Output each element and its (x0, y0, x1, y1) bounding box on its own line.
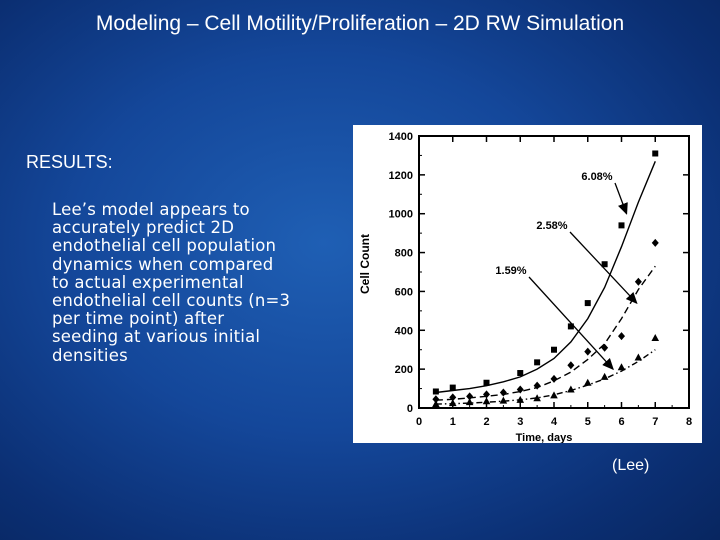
results-heading: RESULTS: (26, 152, 113, 172)
body-line: dynamics when compared (52, 254, 274, 274)
data-point-triangle (499, 396, 508, 404)
data-point-square (551, 346, 557, 353)
data-point-triangle (583, 378, 592, 386)
data-point-diamond (466, 392, 474, 401)
y-tick-label: 800 (395, 248, 413, 260)
x-tick-label: 6 (618, 416, 624, 428)
data-point-square (432, 388, 439, 395)
data-point-diamond (550, 374, 558, 383)
series-curve-1 (435, 265, 656, 401)
data-point-diamond (651, 238, 659, 247)
data-point-triangle (432, 400, 440, 408)
data-point-triangle (465, 398, 474, 406)
y-axis-label: Cell Count (358, 234, 372, 294)
x-tick-label: 3 (517, 416, 523, 428)
data-point-triangle (550, 391, 558, 399)
y-tick-label: 1200 (389, 170, 413, 182)
data-point-triangle (482, 397, 491, 405)
data-point-diamond (432, 395, 440, 404)
body-line: Lee’s model appears to (52, 200, 250, 219)
body-line: endothelial cell counts (n=3 (52, 291, 291, 311)
y-tick-label: 1000 (389, 209, 413, 221)
data-point-square (517, 370, 524, 377)
x-tick-label: 1 (450, 416, 456, 428)
x-tick-label: 0 (416, 416, 422, 428)
body-line: endothelial cell population (52, 236, 277, 256)
results-body: Lee’s model appears to accurately predic… (52, 200, 352, 365)
annotation-label: 6.08% (581, 171, 612, 183)
y-tick-label: 600 (395, 286, 413, 298)
data-point-triangle (634, 353, 643, 361)
data-point-triangle (533, 394, 541, 402)
body-line: seeding at various initial (52, 327, 261, 347)
body-line: accurately predict 2D (52, 218, 235, 238)
data-point-triangle (617, 363, 626, 371)
data-point-diamond (533, 381, 541, 390)
x-tick-label: 7 (652, 416, 658, 428)
data-point-square (534, 359, 541, 366)
body-line: to actual experimental (52, 272, 244, 292)
data-point-square (449, 384, 456, 391)
data-point-triangle (516, 395, 525, 403)
slide-title: Modeling – Cell Motility/Proliferation –… (95, 12, 625, 35)
y-tick-label: 400 (395, 325, 413, 337)
data-point-diamond (499, 388, 507, 397)
x-axis-label: Time, days (516, 432, 573, 443)
annotation-arrow (528, 276, 614, 371)
series-curve-0 (435, 161, 656, 394)
body-line: per time point) after (52, 309, 225, 329)
annotation-arrow (614, 182, 628, 215)
data-point-triangle (651, 334, 660, 342)
data-point-diamond (584, 347, 592, 356)
x-tick-label: 5 (585, 416, 591, 428)
data-point-triangle (448, 399, 457, 407)
data-point-square (483, 379, 490, 386)
data-point-square (618, 222, 625, 229)
x-tick-label: 4 (551, 416, 558, 428)
data-point-diamond (483, 390, 490, 399)
data-point-diamond (634, 277, 642, 286)
data-point-diamond (567, 361, 575, 370)
data-point-square (601, 261, 608, 268)
y-tick-label: 1400 (389, 131, 413, 143)
annotation-arrow (569, 231, 638, 305)
data-point-square (567, 323, 574, 330)
chart-svg: 0 1 2 3 4 5 6 7 8 0 200 400 600 800 1000 1200 1400 Time, … (358, 131, 692, 443)
data-point-diamond (601, 343, 609, 352)
y-tick-label: 0 (407, 403, 413, 415)
data-point-square (584, 300, 591, 307)
y-tick-label: 200 (395, 364, 413, 376)
annotation-label: 1.59% (495, 265, 526, 277)
data-point-square (652, 150, 659, 157)
data-point-diamond (449, 393, 457, 402)
x-tick-label: 2 (483, 416, 489, 428)
annotation-label: 2.58% (536, 220, 567, 232)
data-point-triangle (600, 372, 609, 380)
x-tick-label: 8 (686, 416, 692, 428)
data-point-diamond (516, 385, 524, 394)
body-line: densities (52, 345, 128, 365)
series-curve-2 (435, 349, 656, 405)
data-point-triangle (567, 385, 575, 393)
cell-count-chart: 0 1 2 3 4 5 6 7 8 0 200 400 600 800 1000 1200 1400 Time, … (353, 125, 702, 443)
source-credit: (Lee) (612, 457, 650, 474)
data-point-diamond (618, 332, 625, 341)
